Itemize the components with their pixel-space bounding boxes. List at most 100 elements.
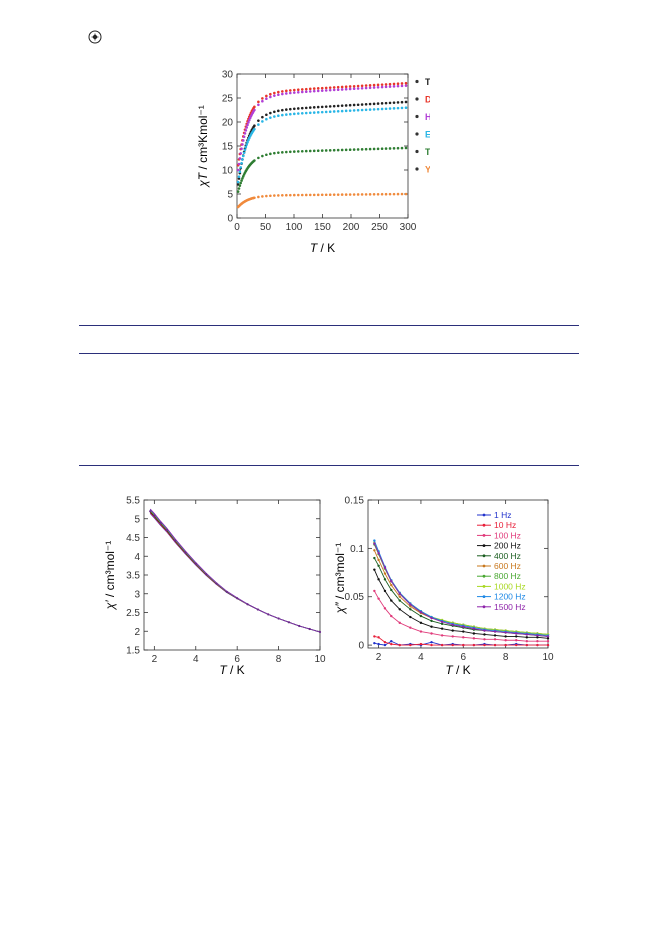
chi-double-prime-plot-frame: [367, 499, 549, 649]
chi-double-prime-data-point: [493, 634, 497, 637]
chi-t-data-point: [236, 180, 240, 184]
chi-t-data-point: [320, 89, 324, 92]
chi-t-data-point: [336, 88, 340, 91]
chi-double-prime-legend-marker: [482, 544, 486, 547]
chi-double-prime-data-point: [390, 588, 393, 592]
chi-double-prime-legend-marker: [482, 605, 486, 609]
chi-t-data-point: [332, 86, 336, 89]
chi-double-prime-data-point: [373, 568, 376, 571]
chi-t-data-point: [380, 192, 384, 196]
chi-double-prime-data-point: [525, 633, 529, 636]
chi-t-data-point: [238, 170, 242, 174]
chi-t-data-point: [384, 101, 388, 105]
chi-t-data-point: [253, 196, 256, 200]
chi-double-prime-data-point: [440, 643, 444, 647]
chi-t-data-point: [308, 87, 312, 91]
chi-prime-ytick-label: 4.5: [126, 533, 140, 544]
chi-prime-x-axis-label: T / K: [219, 663, 244, 677]
chi-double-prime-xtick-label: 8: [503, 652, 509, 663]
chi-t-data-point: [340, 193, 344, 196]
chi-double-prime-data-point: [451, 623, 454, 626]
chi-double-prime-data-point: [398, 599, 401, 602]
chi-t-chart: 0 50 100 150 200 250 300 0 5 10 15 20 25 30 T / K χT / …: [196, 70, 430, 256]
chi-t-data-point: [328, 193, 332, 197]
chi-t-data-point: [320, 105, 324, 109]
chi-prime-ytick-label: 5.5: [126, 496, 140, 507]
chi-t-data-point: [247, 138, 250, 142]
chi-double-prime-legend-label: 600 Hz: [494, 561, 521, 571]
chi-double-prime-data-point: [377, 642, 380, 646]
chi-prime-data-point: [153, 514, 156, 517]
chi-double-prime-data-point: [398, 608, 401, 611]
chi-t-data-point: [292, 112, 296, 116]
chi-prime-data-point: [236, 597, 239, 600]
chi-prime-series-line: [149, 512, 321, 633]
chi-t-data-point: [288, 89, 292, 92]
chi-t-data-point: [316, 149, 320, 153]
chi-t-legend-entry: Dy2, 2: [415, 95, 430, 105]
chi-t-data-point: [296, 150, 300, 153]
chi-t-data-point: [380, 102, 384, 105]
chi-t-data-point: [340, 85, 344, 89]
chi-prime-data-point: [149, 510, 152, 513]
chi-t-data-point: [273, 91, 276, 95]
chi-t-data-point: [242, 135, 246, 139]
chi-prime-series-line: [149, 511, 321, 633]
chi-t-data-point: [360, 86, 364, 90]
chi-t-data-point: [368, 86, 372, 90]
chi-t-data-point: [368, 147, 372, 151]
chi-t-data-point: [246, 140, 249, 144]
chi-t-data-point: [277, 194, 280, 197]
chi-double-prime-data-point: [462, 625, 465, 628]
chi-t-legend-marker: [415, 167, 419, 171]
chi-t-data-point: [316, 89, 320, 93]
chi-t-data-point: [344, 104, 348, 107]
chi-double-prime-data-point: [536, 636, 539, 639]
chi-t-data-point: [281, 113, 284, 117]
chi-double-prime-data-point: [419, 630, 423, 633]
chi-prime-data-points: [149, 510, 322, 634]
chi-t-data-point: [348, 193, 352, 196]
chi-double-prime-x-axis-label-units: / K: [453, 663, 471, 677]
chi-t-data-point: [344, 148, 348, 152]
chi-t-data-point: [238, 184, 242, 187]
chi-double-prime-data-point: [451, 629, 454, 632]
chi-t-data-point: [269, 194, 272, 198]
chi-double-prime-y-axis-label-units: / cm³mol⁻¹: [333, 543, 347, 603]
chi-t-data-point: [376, 147, 380, 151]
chi-prime-data-point: [184, 551, 187, 554]
chi-t-data-point: [396, 101, 400, 104]
chi-t-data-point: [277, 93, 280, 97]
chi-double-prime-data-point: [383, 578, 387, 581]
chi-t-data-point: [237, 177, 241, 180]
chi-t-xtick-label: 150: [314, 222, 331, 233]
chi-t-data-point: [348, 87, 352, 91]
chi-t-data-point: [328, 88, 332, 92]
chi-double-prime-data-point: [377, 552, 380, 555]
chi-t-data-point: [400, 84, 404, 88]
chi-double-prime-data-point: [525, 640, 529, 643]
chi-double-prime-legend-marker: [482, 554, 486, 558]
chi-t-data-point: [285, 108, 288, 111]
chi-double-prime-xtick-label: 4: [418, 652, 424, 663]
chi-t-data-point: [240, 147, 243, 151]
chi-t-data-point: [396, 192, 400, 196]
chi-t-data-point: [288, 91, 292, 95]
chi-double-prime-data-point: [383, 572, 387, 575]
chi-t-data-point: [380, 147, 384, 151]
chi-double-prime-data-point: [483, 643, 486, 647]
chi-t-data-point: [236, 168, 240, 172]
chi-t-data-point: [257, 100, 260, 104]
chi-t-data-point: [344, 87, 348, 91]
chi-prime-series-line: [149, 510, 321, 633]
chi-t-data-point: [332, 110, 336, 113]
chi-t-data-point: [360, 193, 364, 196]
chi-double-prime-legend-marker: [482, 534, 486, 537]
chi-t-data-point: [257, 123, 260, 126]
chi-prime-data-point: [277, 617, 280, 620]
chi-t-data-point: [273, 110, 276, 114]
chi-double-prime-legend-entry: 1000 Hz: [477, 581, 526, 591]
chi-t-data-point: [400, 106, 404, 110]
chi-t-data-point: [352, 84, 356, 88]
chi-t-data-point: [324, 105, 328, 108]
